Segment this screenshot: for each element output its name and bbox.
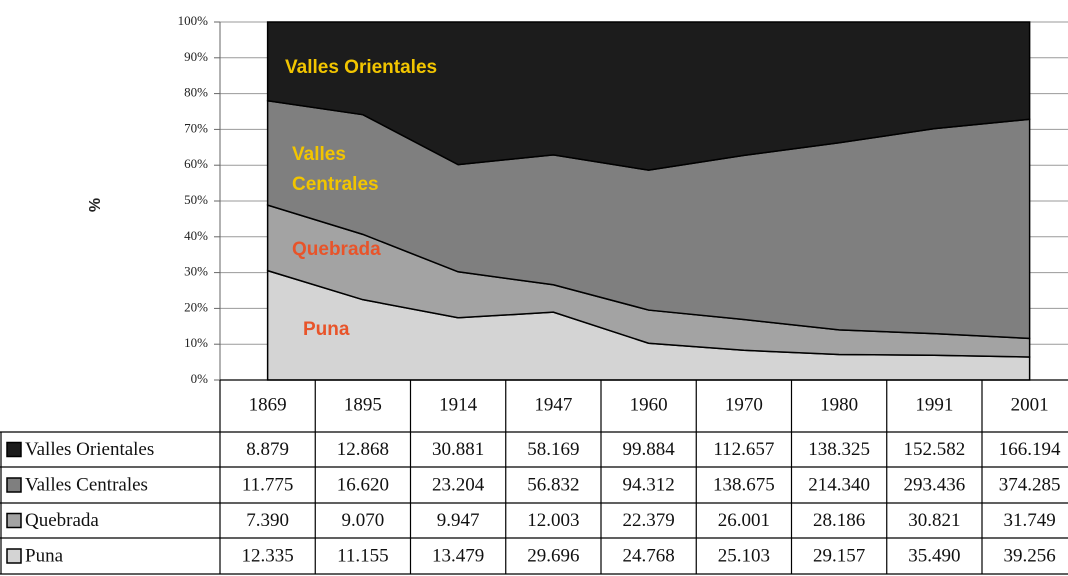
- table-value: 9.070: [342, 510, 385, 531]
- y-tick-label: 30%: [184, 264, 208, 279]
- table-value: 23.204: [432, 474, 485, 495]
- table-value: 35.490: [908, 545, 960, 566]
- table-value: 30.881: [432, 439, 484, 460]
- table-value: 166.194: [999, 439, 1061, 460]
- y-tick-label: 70%: [184, 120, 208, 135]
- table-value: 99.884: [623, 439, 676, 460]
- table-value: 39.256: [1004, 545, 1056, 566]
- table-value: 31.749: [1004, 510, 1056, 531]
- table-value: 8.879: [246, 439, 289, 460]
- table-value: 9.947: [437, 510, 480, 531]
- area-label: Puna: [303, 319, 350, 340]
- table-value: 374.285: [999, 474, 1061, 495]
- table-value: 11.155: [337, 545, 389, 566]
- table-value: 29.696: [527, 545, 579, 566]
- y-tick-label: 90%: [184, 49, 208, 64]
- area: [266, 21, 1031, 171]
- table-value: 58.169: [527, 439, 579, 460]
- table-value: 16.620: [337, 474, 389, 495]
- table-value: 12.868: [337, 439, 389, 460]
- x-tick-label: 1869: [249, 394, 287, 415]
- y-tick-label: 10%: [184, 335, 208, 350]
- y-tick-label: 20%: [184, 299, 208, 314]
- legend-swatch: [6, 477, 22, 493]
- y-axis-label: %: [87, 198, 104, 212]
- table-value: 25.103: [718, 545, 770, 566]
- table-value: 138.325: [808, 439, 870, 460]
- table-value: 138.675: [713, 474, 775, 495]
- y-tick-label: 50%: [184, 192, 208, 207]
- table-value: 112.657: [713, 439, 774, 460]
- legend-label: Quebrada: [25, 510, 99, 531]
- legend-label: Valles Centrales: [25, 474, 148, 495]
- table-value: 22.379: [623, 510, 675, 531]
- table-value: 24.768: [623, 545, 675, 566]
- table-value: 152.582: [904, 439, 966, 460]
- table-value: 29.157: [813, 545, 865, 566]
- table-value: 94.312: [623, 474, 675, 495]
- table-value: 11.775: [242, 474, 294, 495]
- x-tick-label: 2001: [1011, 394, 1049, 415]
- table-value: 214.340: [808, 474, 870, 495]
- x-tick-label: 1914: [439, 394, 478, 415]
- table-value: 12.335: [242, 545, 294, 566]
- x-tick-label: 1895: [344, 394, 382, 415]
- y-tick-label: 100%: [178, 13, 209, 28]
- table-value: 26.001: [718, 510, 770, 531]
- table-value: 28.186: [813, 510, 865, 531]
- table-value: 13.479: [432, 545, 484, 566]
- area-label: Quebrada: [292, 239, 381, 260]
- x-tick-label: 1991: [915, 394, 953, 415]
- data-table: 1869 1895 1914 1947 1960 1970 1980 1991 2001 Vall…: [0, 379, 1068, 575]
- x-tick-label: 1980: [820, 394, 858, 415]
- y-tick-label: 40%: [184, 228, 208, 243]
- table-value: 7.390: [246, 510, 289, 531]
- table-value: 56.832: [527, 474, 579, 495]
- y-tick-label: 80%: [184, 85, 208, 100]
- y-tick-label: 60%: [184, 156, 208, 171]
- x-tick-label: 1960: [630, 394, 668, 415]
- area-label: Valles Orientales: [285, 57, 437, 78]
- x-tick-label: 1947: [534, 394, 572, 415]
- area-label: Centrales: [292, 174, 379, 195]
- legend-swatch: [6, 512, 22, 529]
- legend-label: Valles Orientales: [25, 439, 154, 460]
- table-value: 293.436: [904, 474, 966, 495]
- legend-label: Puna: [25, 545, 64, 566]
- table-value: 12.003: [527, 510, 579, 531]
- legend-swatch: [6, 441, 22, 458]
- legend-swatch: [6, 548, 22, 564]
- y-tick-label: 0%: [191, 371, 209, 386]
- x-tick-label: 1970: [725, 394, 763, 415]
- area-label: Valles: [292, 144, 346, 165]
- table-value: 30.821: [908, 510, 960, 531]
